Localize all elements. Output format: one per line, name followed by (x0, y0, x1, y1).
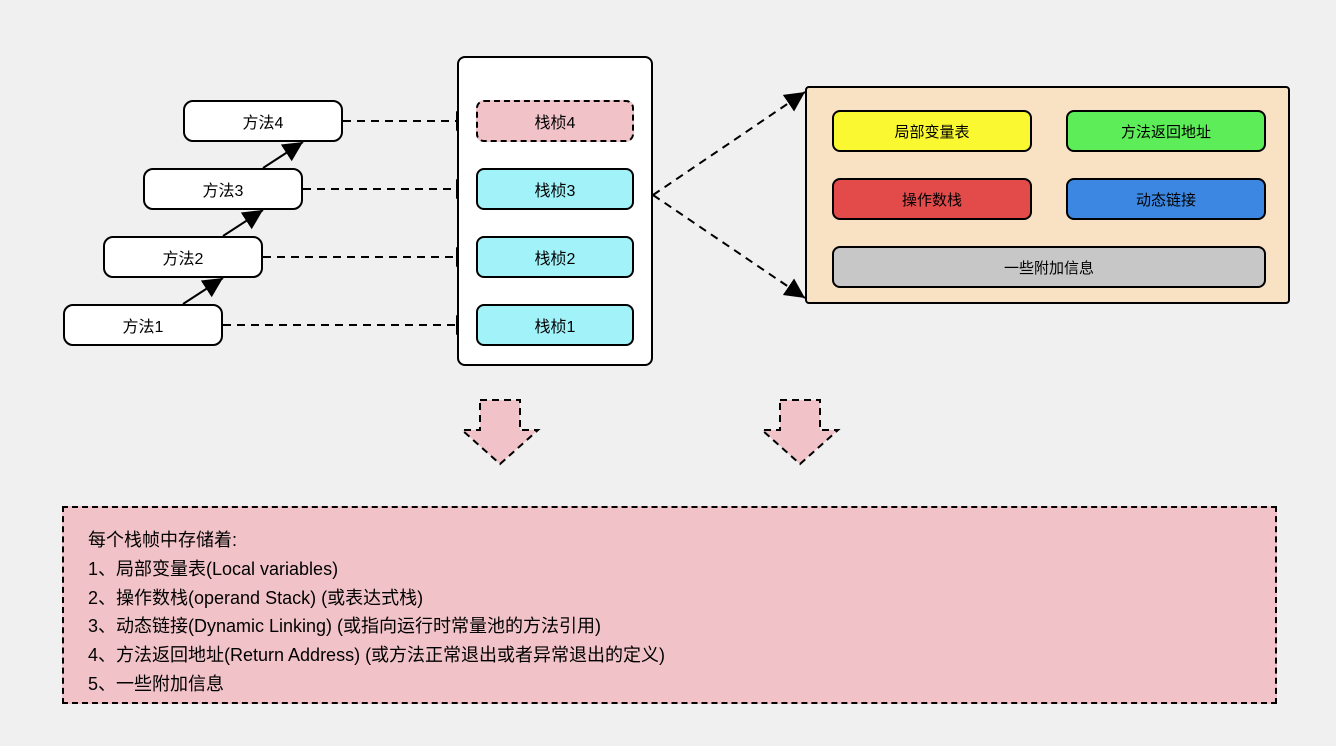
detail-box: 动态链接 (1066, 178, 1266, 220)
frame-label: 栈桢2 (535, 245, 576, 269)
description-line: 5、一些附加信息 (88, 670, 1251, 699)
detail-box: 局部变量表 (832, 110, 1032, 152)
detail-box: 操作数栈 (832, 178, 1032, 220)
detail-label: 方法返回地址 (1121, 121, 1211, 142)
detail-label: 一些附加信息 (1004, 257, 1094, 278)
method-label: 方法1 (123, 313, 164, 337)
detail-box: 一些附加信息 (832, 246, 1266, 288)
method-label: 方法3 (203, 177, 244, 201)
method-box-1: 方法1 (63, 304, 223, 346)
description-line: 3、动态链接(Dynamic Linking) (或指向运行时常量池的方法引用) (88, 612, 1251, 641)
frame-label: 栈桢1 (535, 313, 576, 337)
method-label: 方法4 (243, 109, 284, 133)
method-label: 方法2 (163, 245, 204, 269)
detail-label: 操作数栈 (902, 189, 962, 210)
stack-frame-4: 栈桢4 (476, 100, 634, 142)
method-box-2: 方法2 (103, 236, 263, 278)
stack-frame-1: 栈桢1 (476, 304, 634, 346)
description-line: 1、局部变量表(Local variables) (88, 555, 1251, 584)
description-line: 4、方法返回地址(Return Address) (或方法正常退出或者异常退出的… (88, 641, 1251, 670)
stack-frame-3: 栈桢3 (476, 168, 634, 210)
stack-frame-2: 栈桢2 (476, 236, 634, 278)
detail-box: 方法返回地址 (1066, 110, 1266, 152)
method-box-3: 方法3 (143, 168, 303, 210)
detail-label: 局部变量表 (894, 121, 969, 142)
method-box-4: 方法4 (183, 100, 343, 142)
frame-label: 栈桢4 (535, 109, 576, 133)
description-line: 2、操作数栈(operand Stack) (或表达式栈) (88, 584, 1251, 613)
frame-label: 栈桢3 (535, 177, 576, 201)
detail-label: 动态链接 (1136, 189, 1196, 210)
description-line: 每个栈帧中存储着: (88, 526, 1251, 555)
description-panel: 每个栈帧中存储着:1、局部变量表(Local variables)2、操作数栈(… (62, 506, 1277, 704)
